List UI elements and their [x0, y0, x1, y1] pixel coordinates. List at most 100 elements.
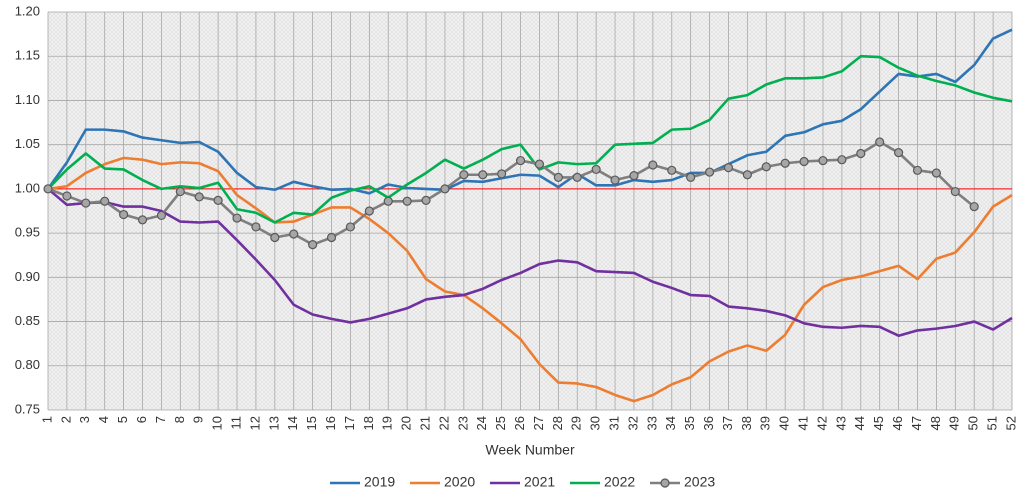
- x-tick-label: 40: [777, 416, 792, 430]
- data-point: [194, 192, 204, 202]
- y-tick-label: 0.75: [15, 401, 40, 416]
- data-point: [723, 163, 734, 173]
- x-tick-label: 6: [134, 416, 149, 423]
- legend-marker: [660, 478, 670, 488]
- data-point: [383, 196, 393, 206]
- x-tick-label: 27: [531, 416, 546, 430]
- data-point: [818, 155, 828, 166]
- x-tick-label: 15: [304, 416, 319, 430]
- data-point: [667, 165, 677, 175]
- plot-background: [48, 12, 1012, 410]
- x-tick-label: 47: [909, 416, 924, 430]
- series-line: [47, 54, 1013, 224]
- x-tick-label: 34: [663, 416, 678, 430]
- data-point: [213, 195, 223, 205]
- data-point: [100, 196, 110, 206]
- x-tick-label: 2: [58, 416, 73, 423]
- data-point: [591, 164, 601, 175]
- series-line: [47, 187, 1013, 338]
- y-tick-label: 0.95: [15, 225, 40, 240]
- x-tick-label: 29: [569, 416, 584, 430]
- legend-label: 2019: [364, 474, 395, 490]
- data-point: [308, 240, 318, 250]
- data-point: [62, 191, 72, 201]
- data-point: [572, 172, 582, 182]
- x-tick-label: 41: [796, 416, 811, 430]
- data-point: [440, 184, 450, 194]
- y-tick-label: 1.10: [15, 92, 40, 107]
- data-point: [459, 170, 469, 180]
- x-tick-label: 16: [323, 416, 338, 430]
- data-point: [232, 213, 242, 223]
- x-tick-label: 18: [361, 416, 376, 430]
- x-tick-label: 4: [96, 416, 111, 423]
- x-tick-label: 44: [852, 416, 867, 430]
- x-tick-label: 19: [380, 416, 395, 430]
- x-tick-label: 51: [985, 416, 1000, 430]
- y-tick-label: 0.80: [15, 357, 40, 372]
- data-point: [137, 215, 148, 225]
- x-tick-label: 33: [644, 416, 659, 430]
- legend-label: 2021: [524, 474, 555, 490]
- x-tick-label: 45: [871, 416, 886, 430]
- x-tick-label: 14: [285, 416, 300, 430]
- data-point: [856, 148, 866, 159]
- data-point: [931, 168, 941, 178]
- x-tick-label: 37: [720, 416, 735, 430]
- x-tick-label: 5: [115, 416, 130, 423]
- data-point: [497, 169, 507, 179]
- x-tick-label: 43: [833, 416, 848, 430]
- x-tick-label: 3: [77, 416, 92, 423]
- data-point: [629, 171, 639, 181]
- data-point: [43, 184, 53, 194]
- data-point: [270, 232, 280, 243]
- y-tick-label: 1.00: [15, 180, 40, 195]
- data-point: [289, 229, 299, 239]
- series-line: [47, 156, 1013, 403]
- x-tick-label: 22: [436, 416, 451, 430]
- data-point: [402, 196, 412, 206]
- x-tick-label: 1: [39, 416, 54, 423]
- x-tick-label: 49: [947, 416, 962, 430]
- data-point: [156, 210, 167, 221]
- legend-label: 2023: [684, 474, 715, 490]
- data-point: [610, 175, 620, 185]
- data-point: [780, 158, 790, 168]
- data-point: [478, 170, 488, 180]
- x-tick-label: 17: [342, 416, 357, 430]
- x-tick-label: 23: [455, 416, 470, 430]
- y-tick-label: 0.90: [15, 269, 40, 284]
- data-point: [893, 148, 904, 158]
- data-point: [969, 201, 979, 212]
- data-point: [799, 156, 809, 167]
- x-tick-label: 9: [191, 416, 206, 423]
- data-point: [175, 186, 185, 197]
- data-point: [81, 198, 91, 208]
- legend-label: 2020: [444, 474, 475, 490]
- x-tick-label: 26: [512, 416, 527, 430]
- data-point: [421, 195, 431, 205]
- x-tick-label: 50: [966, 416, 981, 430]
- x-tick-label: 46: [890, 416, 905, 430]
- x-tick-label: 12: [247, 416, 262, 430]
- data-point: [912, 165, 923, 175]
- x-tick-label: 28: [550, 416, 565, 430]
- legend-label: 2022: [604, 474, 635, 490]
- data-point: [761, 162, 771, 172]
- x-tick-label: 13: [266, 416, 281, 430]
- data-point: [326, 232, 337, 243]
- data-point: [534, 159, 545, 169]
- data-point: [364, 206, 374, 216]
- x-tick-label: 35: [682, 416, 697, 430]
- data-point: [875, 137, 885, 147]
- x-tick-label: 48: [928, 416, 943, 430]
- x-tick-label: 39: [758, 416, 773, 430]
- x-tick-label: 7: [153, 416, 168, 423]
- x-tick-label: 38: [739, 416, 754, 430]
- data-point: [686, 172, 696, 182]
- x-axis-title: Week Number: [485, 442, 575, 458]
- data-point: [837, 155, 847, 165]
- x-tick-label: 20: [399, 416, 414, 430]
- data-point: [704, 167, 715, 177]
